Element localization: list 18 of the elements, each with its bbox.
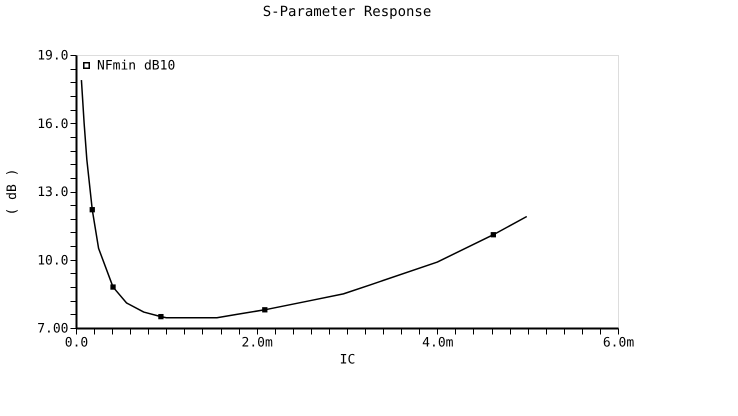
x-tick-label: 2.0m — [242, 336, 273, 350]
point — [262, 307, 268, 312]
line-series — [80, 79, 528, 319]
y-tick-label: 13.0 — [37, 185, 68, 200]
y-tick-label: 7.00 — [37, 322, 68, 336]
y-tick-label: 10.0 — [37, 253, 68, 268]
x-tick-label: 0.0 — [64, 336, 88, 350]
y-tick-label: 16.0 — [37, 116, 68, 132]
legend-label: NFmin dB10 — [97, 58, 176, 74]
x-tick-label: 4.0m — [422, 336, 454, 350]
y-tick-label: 19.0 — [37, 48, 68, 64]
y-axis-title: ( dB ) — [5, 168, 20, 216]
point — [158, 314, 164, 320]
point — [90, 207, 95, 212]
x-tick-label: 6.0m — [602, 336, 634, 350]
point — [490, 232, 496, 238]
chart-title: S-Parameter Response — [262, 4, 432, 20]
x-axis-title: IC — [340, 352, 356, 368]
